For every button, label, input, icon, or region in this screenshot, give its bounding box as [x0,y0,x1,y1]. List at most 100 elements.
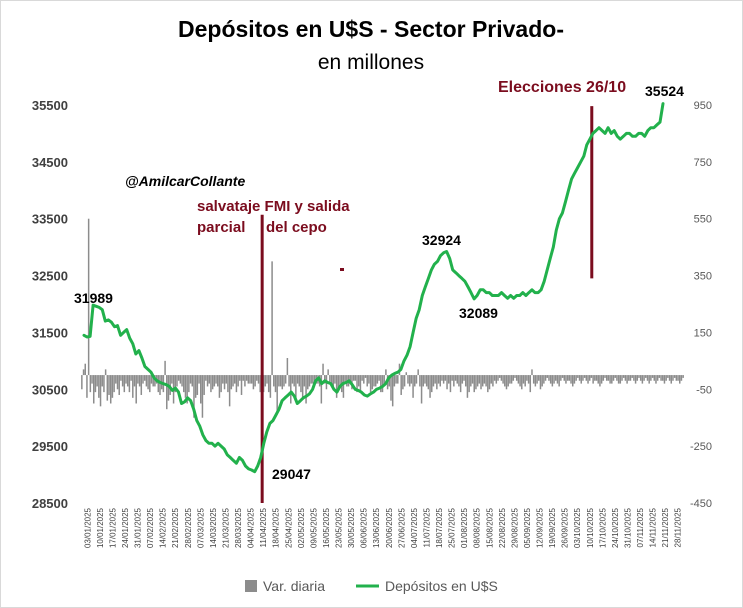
bar [546,375,549,378]
bar [432,375,435,387]
bar [125,375,127,384]
bar [461,375,464,384]
bar [249,375,251,384]
bar [128,375,131,393]
x-tick-label: 31/01/2025 [134,507,143,548]
y-axis-left: 28500 29500 30500 31500 32500 33500 34500 35500 [32,98,68,511]
bar [565,375,567,384]
bar [663,375,666,384]
bar [184,375,187,398]
legend-bar-label: Var. diaria [263,578,325,594]
bar [298,375,301,387]
x-tick-label: 04/07/2025 [410,507,419,548]
bar [436,375,438,390]
bar [397,375,399,384]
bar [563,375,565,381]
x-tick-label: 04/04/2025 [247,507,256,548]
chart-title: Depósitos en U$S - Sector Privado- [178,16,564,42]
bar [284,375,287,384]
x-tick-label: 10/01/2025 [96,507,105,548]
bar [408,375,411,387]
bar [582,375,584,381]
bar [527,375,530,384]
bar [288,375,290,387]
bar [368,375,370,384]
bar [181,375,183,387]
bar [123,375,126,393]
bar [322,363,324,376]
bar [115,375,117,384]
bar [201,375,204,418]
bar [104,369,107,376]
bar [573,375,576,384]
bar [233,375,236,384]
bar [86,375,88,398]
bar [215,375,217,384]
bar [371,375,374,390]
bar [295,375,297,398]
bar [599,375,601,387]
bar [237,375,239,387]
bar [679,375,681,384]
bar [140,375,143,395]
bar [490,375,492,384]
bar [290,375,292,404]
bar [651,375,654,378]
bar [254,375,256,387]
x-tick-label: 25/07/2025 [448,507,457,548]
bar [534,375,537,387]
y-right-tick-label: 550 [694,214,712,226]
bar [500,375,503,381]
bar [597,375,599,384]
bar [109,375,112,404]
bar [522,375,525,384]
bar [476,375,479,387]
bar [429,375,431,398]
x-tick-label: 28/11/2025 [674,507,683,547]
bar [656,375,659,381]
bar [668,375,671,381]
bar [208,375,210,384]
x-tick-label: 06/06/2025 [360,507,369,548]
bar [454,375,457,381]
bar [660,375,662,381]
bar [356,375,358,393]
bar [189,375,192,384]
bar [363,375,365,384]
bar [504,375,506,387]
bar [223,375,226,390]
bar [487,375,489,393]
bar [357,375,360,387]
bar [536,375,538,384]
bar [252,375,255,390]
bar [415,375,418,384]
bar [271,261,273,376]
bar [143,375,146,381]
bar [274,375,277,393]
bar [167,375,170,401]
bar [157,375,160,393]
bar [616,375,618,381]
bar [359,375,362,393]
legend-line-label: Depósitos en U$S [385,578,498,594]
bar [431,375,433,393]
bar [619,375,622,384]
x-tick-label: 26/09/2025 [561,507,570,548]
annotation-fmi-cepo: del cepo [266,219,327,236]
bar [650,375,652,381]
bar [580,375,582,384]
bar [543,375,545,384]
bar [410,375,413,384]
bar [169,375,171,395]
bar [510,375,513,384]
bar [560,375,562,381]
x-tick-label: 01/08/2025 [460,507,469,548]
bar [456,375,458,384]
bar [106,375,109,401]
bar [222,375,224,384]
bar [211,375,214,390]
x-tick-label: 24/01/2025 [121,507,130,548]
bar [614,375,616,378]
bar [283,375,285,387]
